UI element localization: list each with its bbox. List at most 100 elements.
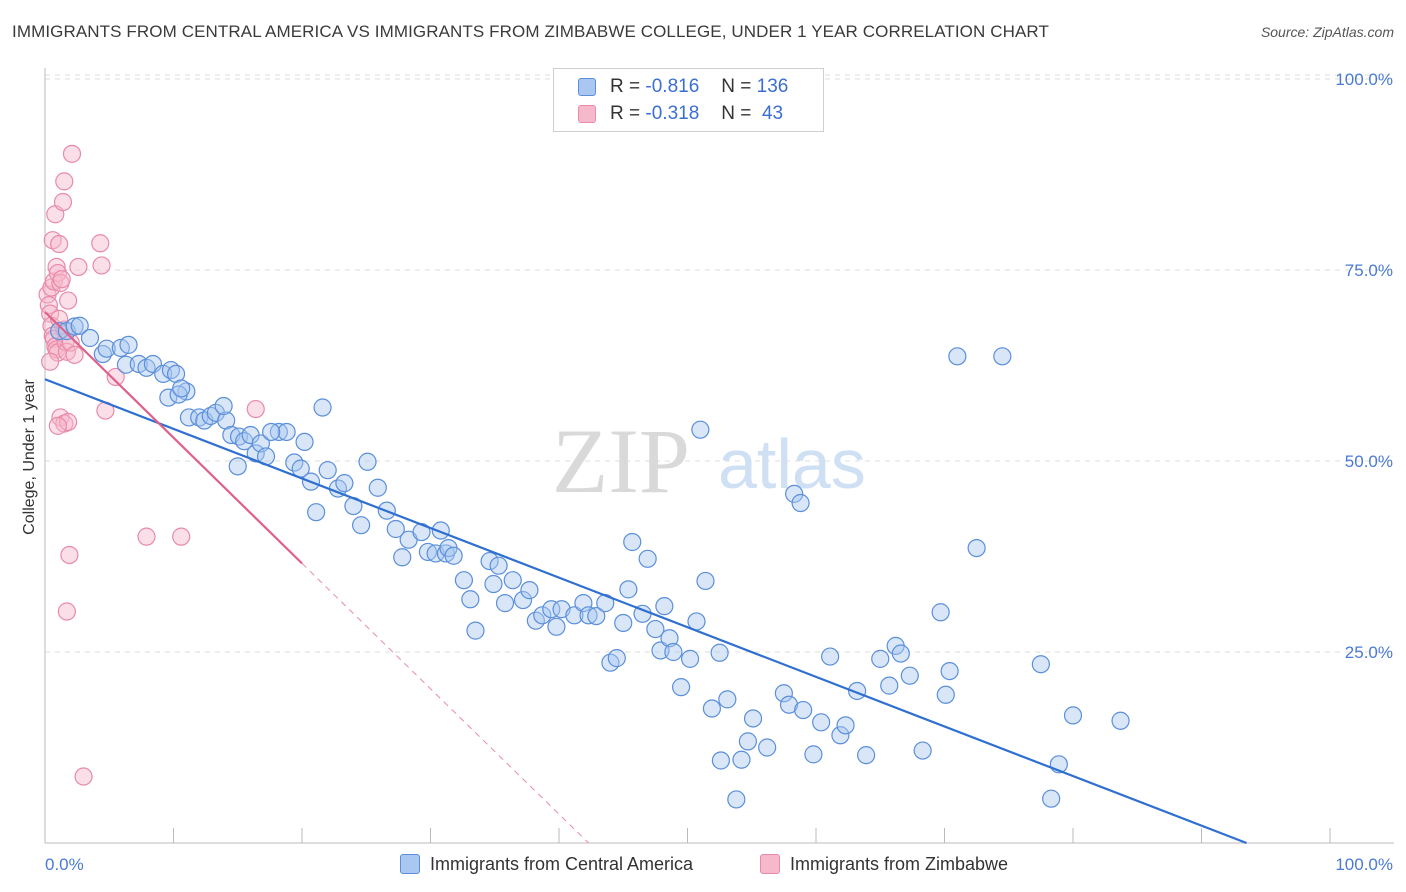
correlation-legend: R = -0.816 N = 136 R = -0.318 N = 43 [553, 68, 824, 132]
central-america-point [190, 408, 209, 427]
zimbabwe-trendline [44, 311, 303, 565]
central-america-point [295, 432, 314, 451]
zimbabwe-point [74, 767, 93, 786]
legend-swatch-zimbabwe [578, 105, 596, 123]
central-america-point [495, 594, 515, 613]
central-america-point [638, 549, 657, 568]
central-america-point [680, 649, 700, 668]
zimbabwe-point [55, 172, 74, 191]
central-america-point [967, 538, 986, 558]
central-america-point [520, 581, 539, 600]
zimbabwe-point [65, 345, 84, 364]
bottom-legend-swatch-central-america [400, 854, 420, 874]
central-america-point [812, 713, 831, 732]
central-america-point [393, 548, 412, 567]
central-america-point [579, 606, 598, 625]
central-america-point [159, 388, 178, 407]
central-america-point [891, 644, 910, 663]
central-america-point [80, 328, 100, 348]
central-america-point [513, 590, 533, 610]
zimbabwe-point [91, 234, 110, 253]
legend-r-label: R = [610, 103, 641, 124]
zimbabwe-point [60, 545, 79, 565]
gridlines [45, 74, 1394, 653]
zimbabwe-point [106, 367, 125, 387]
watermark-atlas: atlas [718, 425, 866, 503]
central-america-point [547, 617, 566, 636]
central-america-point [936, 685, 955, 704]
watermark-zip: ZIP [552, 410, 690, 512]
central-america-point [358, 452, 377, 471]
bottom-legend-label: Immigrants from Zimbabwe [790, 853, 1009, 874]
central-america-point [352, 516, 371, 535]
central-america-point [646, 619, 665, 639]
zimbabwe-point [50, 234, 69, 254]
chart-title: IMMIGRANTS FROM CENTRAL AMERICA VS IMMIG… [12, 22, 1049, 41]
central-america-point [565, 606, 584, 625]
central-america-point [931, 603, 950, 622]
central-america-point [619, 580, 638, 599]
central-america-point [97, 339, 116, 358]
central-america-point [913, 741, 932, 760]
central-america-trendline [44, 378, 1247, 845]
central-america-point [172, 379, 191, 398]
y-tick-label: 25.0% [1345, 643, 1393, 662]
central-america-point [727, 790, 746, 809]
central-america-point [831, 726, 850, 745]
central-america-point [607, 649, 626, 668]
central-america-point [785, 484, 804, 503]
legend-n-label: N = [721, 76, 752, 97]
central-america-point [664, 642, 683, 662]
y-axis-label: College, Under 1 year [21, 379, 38, 535]
central-america-point [836, 716, 855, 735]
central-america-point [774, 684, 793, 703]
central-america-point [262, 422, 281, 442]
central-america-point [246, 444, 265, 463]
central-america-point [480, 551, 499, 571]
central-america-point [542, 600, 561, 619]
central-america-point [307, 503, 326, 522]
central-america-point [533, 606, 552, 625]
bottom-legend-central-america: Immigrants from Central America [400, 852, 693, 876]
central-america-point [857, 746, 876, 765]
central-america-point [702, 699, 722, 718]
central-america-point [696, 571, 715, 591]
central-america-point [119, 335, 138, 354]
legend-r-value: -0.318 [645, 103, 700, 124]
legend-row-central-america: R = -0.816 N = 136 [578, 75, 788, 99]
axes [44, 68, 1394, 844]
central-america-point [489, 556, 508, 575]
trend-lines [44, 311, 1247, 845]
central-america-point [206, 403, 226, 422]
bottom-legend-zimbabwe: Immigrants from Zimbabwe [760, 852, 1008, 876]
central-america-point [779, 695, 799, 714]
central-america-point [214, 396, 233, 416]
central-america-point [614, 613, 633, 633]
central-america-point [940, 661, 959, 681]
central-america-point [758, 738, 777, 757]
central-america-point [418, 542, 438, 562]
central-america-point [743, 709, 763, 728]
source-credit: Source: ZipAtlas.com [1260, 24, 1394, 40]
central-america-point [671, 678, 691, 697]
central-america-point [993, 347, 1012, 366]
watermark: ZIP atlas [552, 410, 866, 512]
central-america-point [318, 461, 337, 480]
legend-r-value: -0.816 [645, 76, 700, 97]
zimbabwe-point [92, 256, 111, 275]
central-america-point [821, 647, 840, 666]
central-america-point [587, 606, 606, 626]
central-america-point [70, 316, 89, 335]
central-america-point [623, 532, 642, 552]
central-america-point [386, 519, 405, 539]
zimbabwe-point [48, 416, 67, 435]
y-tick-label: 75.0% [1345, 261, 1393, 280]
legend-n-label: N = [721, 103, 752, 124]
central-america-point [65, 317, 84, 336]
zimbabwe-trendline-extension [301, 563, 589, 844]
zimbabwe-point [172, 527, 191, 546]
central-america-points [50, 316, 1130, 809]
legend-swatch-central-america [578, 78, 596, 96]
legend-r-label: R = [610, 76, 641, 97]
